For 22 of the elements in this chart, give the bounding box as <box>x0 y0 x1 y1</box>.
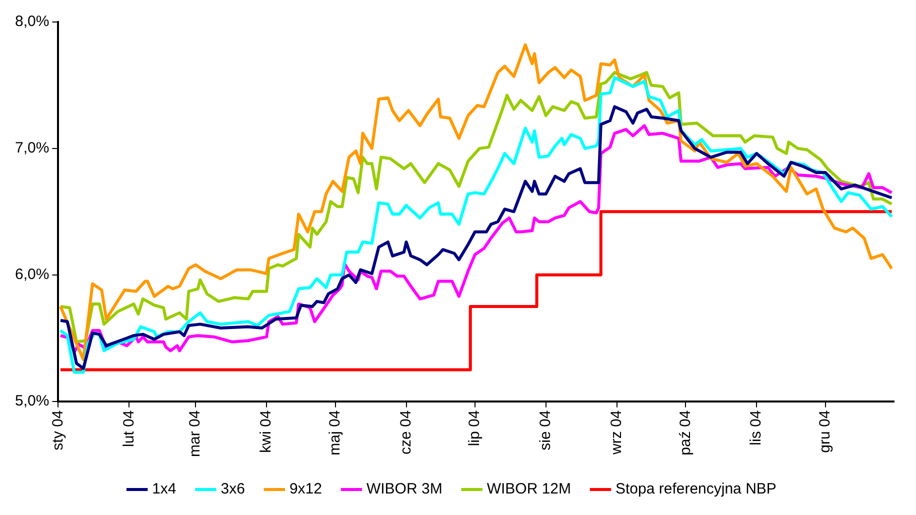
x-tick-label: lis 04 <box>748 410 765 446</box>
x-tick-label: lip 04 <box>466 410 484 446</box>
x-tick-label: wrz 04 <box>608 410 626 456</box>
x-tick-label: sie 04 <box>537 410 554 450</box>
legend-label: WIBOR 3M <box>366 480 442 498</box>
x-tick-label: kwi 04 <box>258 410 275 453</box>
legend-label: Stopa referencyjna NBP <box>615 480 776 498</box>
y-tick-label: 8,0% <box>14 13 50 30</box>
legend-label: 3x6 <box>220 480 245 498</box>
y-tick-label: 6,0% <box>14 266 50 284</box>
x-tick-label: lut 04 <box>120 410 138 448</box>
legend-label: WIBOR 12M <box>486 480 572 498</box>
y-tick-label: 5,0% <box>14 392 50 410</box>
y-tick-label: 7,0% <box>14 140 50 157</box>
x-tick-label: maj 04 <box>326 410 344 456</box>
x-tick-label: cze 04 <box>397 410 414 455</box>
legend-label: 9x12 <box>289 480 322 498</box>
x-tick-label: gru 04 <box>816 410 834 453</box>
x-tick-label: paź 04 <box>676 410 694 456</box>
legend-label: 1x4 <box>152 480 176 498</box>
x-tick-label: mar 04 <box>186 410 204 458</box>
x-tick-label: sty 04 <box>49 410 66 450</box>
